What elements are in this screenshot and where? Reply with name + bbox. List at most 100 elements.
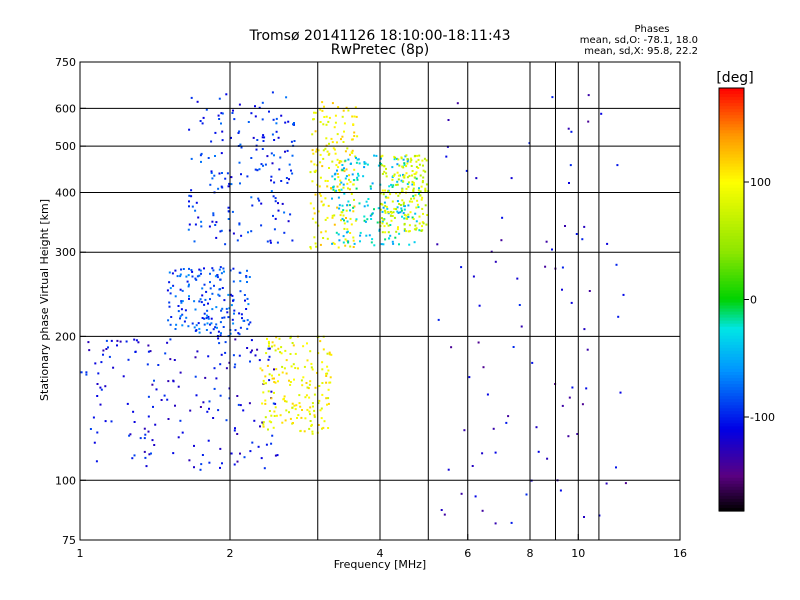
echo-point	[232, 267, 235, 270]
echo-point	[194, 356, 197, 359]
colorbar-segment	[719, 184, 744, 189]
echo-point	[284, 150, 286, 153]
echo-point	[233, 429, 236, 432]
echo-point	[246, 175, 249, 178]
echo-point	[337, 166, 340, 169]
echo-point	[317, 424, 320, 426]
echo-point	[362, 175, 365, 178]
echo-point	[96, 383, 99, 385]
echo-point	[331, 175, 334, 178]
echo-point	[316, 183, 319, 186]
echo-point	[370, 218, 373, 220]
echo-point	[337, 196, 340, 199]
echo-point	[327, 388, 330, 391]
echo-point	[228, 361, 231, 364]
echo-point	[314, 169, 317, 172]
echo-point	[270, 414, 273, 417]
colorbar-segment	[719, 375, 744, 379]
echo-point	[306, 386, 309, 389]
echo-point	[279, 414, 282, 417]
echo-point	[239, 452, 241, 455]
echo-point	[510, 521, 513, 524]
echo-point	[353, 198, 355, 201]
echo-point	[221, 462, 223, 465]
echo-point	[190, 157, 193, 160]
echo-point	[197, 322, 200, 325]
echo-point	[168, 281, 171, 284]
echo-point	[386, 207, 389, 210]
echo-point	[264, 375, 267, 378]
echo-point	[236, 460, 239, 463]
echo-point	[402, 212, 405, 215]
echo-point	[233, 463, 236, 466]
echo-point	[285, 409, 288, 412]
echo-point	[390, 219, 393, 222]
colorbar-segment	[719, 166, 744, 171]
echo-point	[328, 351, 331, 354]
echo-point	[296, 417, 298, 419]
echo-point	[223, 270, 225, 273]
echo-point	[273, 181, 276, 184]
echo-point	[315, 245, 318, 248]
echo-point	[447, 468, 450, 471]
colorbar-segment	[719, 145, 744, 150]
echo-point	[396, 163, 399, 166]
echo-point	[388, 185, 391, 188]
echo-point	[224, 177, 227, 180]
echo-point	[287, 220, 290, 223]
echo-point	[278, 168, 281, 171]
echo-point	[321, 427, 323, 430]
echo-point	[293, 122, 295, 124]
echo-point	[302, 376, 305, 379]
echo-point	[408, 200, 411, 203]
echo-point	[375, 154, 378, 157]
echo-point	[403, 229, 406, 232]
echo-point	[289, 213, 292, 216]
echo-point	[348, 174, 351, 177]
colorbar-segment	[719, 293, 744, 298]
y-tick-label: 500	[55, 140, 76, 153]
echo-point	[478, 304, 481, 307]
echo-point	[384, 189, 387, 192]
colorbar-segment	[719, 311, 744, 316]
echo-point	[191, 275, 194, 278]
echo-point	[231, 210, 234, 213]
echo-point	[352, 246, 355, 248]
echo-point	[215, 377, 218, 380]
echo-point	[225, 367, 228, 370]
echo-point	[137, 341, 140, 344]
echo-point	[317, 402, 320, 405]
echo-point	[343, 122, 346, 125]
echo-point	[381, 203, 384, 206]
colorbar-segment	[719, 302, 744, 307]
echo-point	[219, 394, 222, 397]
echo-point	[354, 155, 357, 158]
echo-point	[205, 317, 208, 320]
colorbar-segment	[719, 151, 744, 156]
echo-point	[190, 195, 193, 198]
echo-point	[239, 143, 242, 146]
echo-point	[355, 156, 357, 159]
echo-point	[238, 271, 241, 274]
colorbar-segment	[719, 139, 744, 143]
echo-point	[268, 355, 271, 358]
echo-point	[314, 111, 317, 114]
echo-point	[213, 367, 216, 370]
echo-point	[193, 444, 195, 447]
echo-point	[349, 153, 351, 156]
echo-point	[501, 216, 504, 219]
echo-point	[280, 352, 283, 355]
echo-point	[150, 452, 152, 455]
echo-point	[275, 368, 278, 371]
echo-point	[284, 400, 286, 403]
echo-point	[96, 395, 99, 397]
echo-point	[520, 325, 523, 328]
echo-point	[399, 211, 402, 214]
echo-point	[341, 164, 344, 166]
echo-point	[345, 217, 347, 219]
y-tick-label: 100	[55, 474, 76, 487]
echo-point	[179, 288, 182, 291]
echo-point	[246, 327, 249, 330]
echo-point	[247, 231, 249, 234]
echo-point	[258, 359, 261, 362]
